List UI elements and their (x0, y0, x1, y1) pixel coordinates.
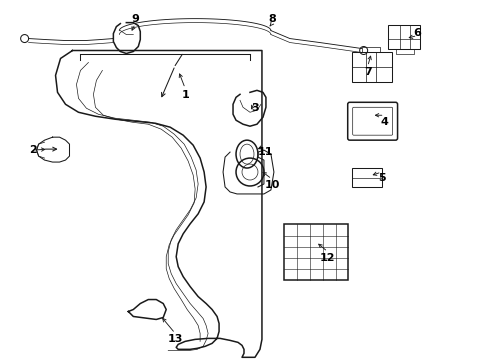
Text: 9: 9 (131, 14, 139, 24)
Text: 5: 5 (378, 173, 386, 183)
Text: 3: 3 (251, 103, 259, 113)
Text: 1: 1 (181, 90, 189, 100)
Text: 8: 8 (268, 14, 276, 24)
Text: 11: 11 (257, 147, 273, 157)
Text: 13: 13 (168, 334, 183, 345)
Text: 7: 7 (364, 67, 371, 77)
Bar (352, 168, 382, 187)
Text: 2: 2 (29, 145, 36, 155)
Bar (284, 224, 348, 280)
Bar (352, 53, 392, 82)
Text: 10: 10 (264, 180, 280, 190)
Text: 4: 4 (381, 117, 389, 127)
Text: 12: 12 (320, 253, 336, 263)
Text: 6: 6 (414, 28, 421, 37)
Bar (388, 24, 419, 49)
